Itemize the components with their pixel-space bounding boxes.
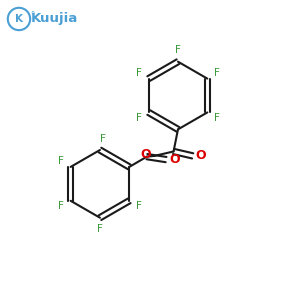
Text: F: F [214,68,220,78]
Text: O: O [196,149,206,162]
Text: F: F [136,201,142,212]
Text: F: F [175,46,181,56]
Text: F: F [136,113,142,123]
Text: O: O [169,153,180,166]
Text: O: O [141,148,152,161]
Text: F: F [214,113,220,123]
Text: F: F [58,201,64,212]
Text: F: F [58,156,64,166]
Text: F: F [100,134,106,144]
Text: °: ° [30,11,34,20]
Text: K: K [15,14,23,24]
Text: F: F [136,68,142,78]
Text: F: F [97,224,103,234]
Text: Kuujia: Kuujia [31,13,78,26]
